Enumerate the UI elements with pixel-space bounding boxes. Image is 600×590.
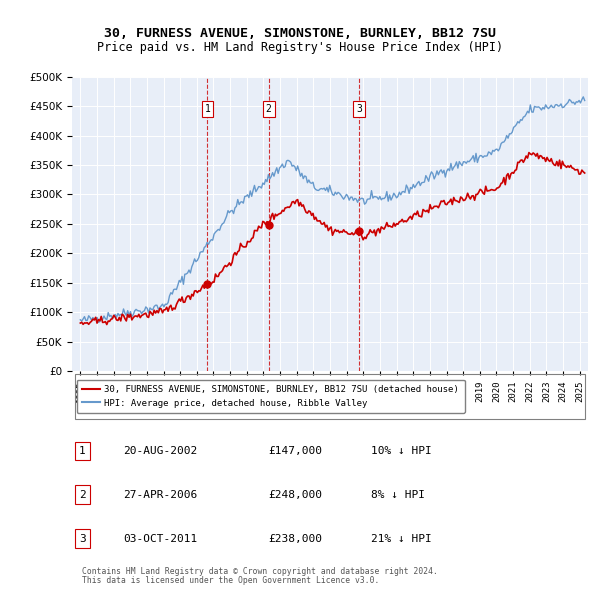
Text: 10% ↓ HPI: 10% ↓ HPI [371, 446, 432, 456]
Text: Contains HM Land Registry data © Crown copyright and database right 2024.: Contains HM Land Registry data © Crown c… [82, 566, 438, 576]
Text: 21% ↓ HPI: 21% ↓ HPI [371, 533, 432, 543]
Text: 2: 2 [79, 490, 86, 500]
Text: £147,000: £147,000 [268, 446, 322, 456]
Text: 1: 1 [205, 104, 211, 114]
Text: Price paid vs. HM Land Registry's House Price Index (HPI): Price paid vs. HM Land Registry's House … [97, 41, 503, 54]
Text: 20-AUG-2002: 20-AUG-2002 [124, 446, 198, 456]
Text: This data is licensed under the Open Government Licence v3.0.: This data is licensed under the Open Gov… [82, 576, 380, 585]
Text: 03-OCT-2011: 03-OCT-2011 [124, 533, 198, 543]
Text: £238,000: £238,000 [268, 533, 322, 543]
Text: 27-APR-2006: 27-APR-2006 [124, 490, 198, 500]
Text: £248,000: £248,000 [268, 490, 322, 500]
Legend: 30, FURNESS AVENUE, SIMONSTONE, BURNLEY, BB12 7SU (detached house), HPI: Average: 30, FURNESS AVENUE, SIMONSTONE, BURNLEY,… [77, 380, 464, 413]
Text: 8% ↓ HPI: 8% ↓ HPI [371, 490, 425, 500]
Text: 30, FURNESS AVENUE, SIMONSTONE, BURNLEY, BB12 7SU: 30, FURNESS AVENUE, SIMONSTONE, BURNLEY,… [104, 27, 496, 40]
Text: 1: 1 [79, 446, 86, 456]
Text: 3: 3 [79, 533, 86, 543]
Text: 3: 3 [356, 104, 362, 114]
Text: 2: 2 [266, 104, 272, 114]
